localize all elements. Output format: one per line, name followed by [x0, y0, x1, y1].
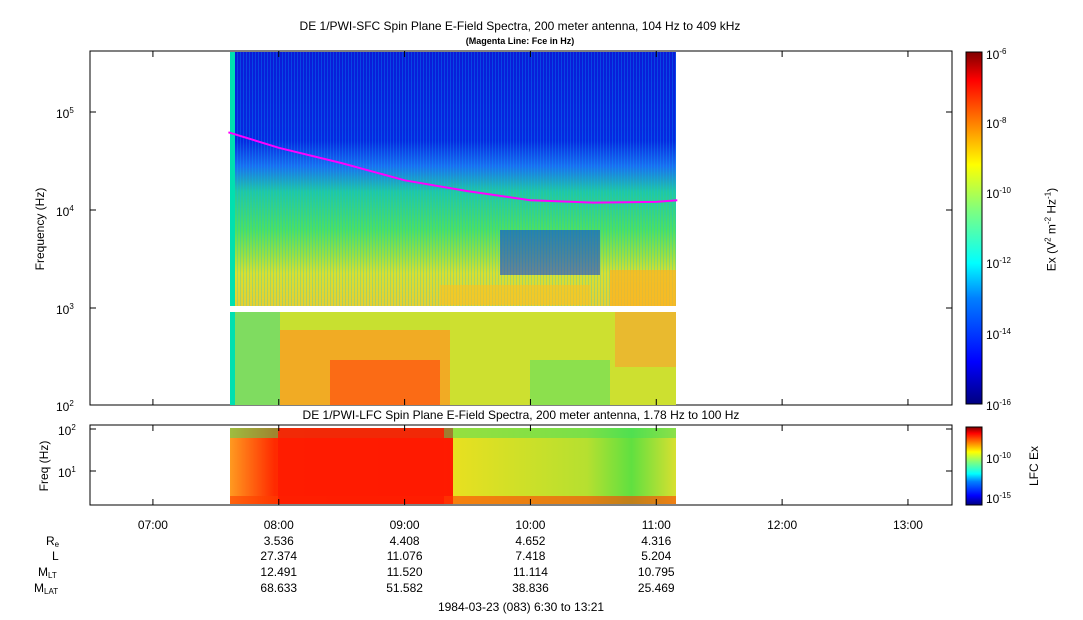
lfc-spectrogram	[230, 428, 676, 504]
ephem-label-l: L	[52, 549, 59, 563]
ephemeris-value: 7.418	[515, 549, 546, 563]
fce-line	[228, 131, 678, 204]
lfc-colorbar	[965, 426, 983, 506]
x-tick-label: 07:00	[137, 518, 168, 532]
ephem-label-re: Re	[46, 534, 60, 549]
lfc-cbar-tick-1e-15: 10-15	[986, 491, 1011, 506]
x-tick-label: 10:00	[515, 518, 546, 532]
ephemeris-value: 27.374	[260, 549, 298, 563]
ephemeris-value: 11.520	[386, 565, 423, 579]
ephemeris-value: 3.536	[263, 534, 294, 548]
ephemeris-value: 38.836	[512, 581, 549, 595]
lfc-y-label: Freq (Hz)	[37, 440, 51, 492]
cbar-tick-1e-10: 10-10	[986, 186, 1011, 201]
x-axis-ticks	[152, 51, 909, 505]
ephemeris-value: 25.469	[637, 581, 675, 595]
cbar-tick-1e-14: 10-14	[986, 327, 1011, 342]
sfc-colorbar	[965, 51, 983, 405]
sfc-spectrogram	[230, 52, 676, 405]
sfc-ytick-1e4: 104	[56, 204, 74, 219]
chart-subtitle: (Magenta Line: Fce in Hz)	[465, 36, 575, 46]
ephemeris-value: 51.582	[386, 581, 423, 595]
lfc-ytick-1e2: 102	[58, 423, 76, 438]
ephemeris-value: 68.633	[260, 581, 298, 595]
ephemeris-value: 5.204	[641, 549, 672, 563]
lfc-ytick-1e1: 101	[58, 465, 76, 480]
ephem-label-mlat: MLAT	[34, 581, 59, 596]
x-tick-label: 11:00	[641, 518, 671, 532]
x-tick-label: 13:00	[892, 518, 923, 532]
sfc-ytick-1e2: 102	[56, 399, 74, 414]
ephemeris-value: 11.076	[386, 549, 423, 563]
cbar-tick-1e-16: 10-16	[986, 398, 1011, 413]
lfc-y-axis	[90, 428, 952, 472]
sfc-colorbar-label: Ex (V2 m-2 Hz-1)	[1043, 187, 1059, 272]
cbar-tick-1e-8: 10-8	[986, 116, 1007, 131]
time-range-footer: 1984-03-23 (083) 6:30 to 13:21	[437, 600, 605, 614]
sfc-y-label: Frequency (Hz)	[33, 187, 47, 271]
ephemeris-value: 4.408	[389, 534, 420, 548]
lfc-colorbar-label: LFC Ex	[1027, 446, 1041, 487]
ephemeris-value: 11.114	[512, 565, 548, 579]
ephem-label-mlt: MLT	[38, 565, 57, 580]
x-tick-label: 12:00	[767, 518, 798, 532]
ephemeris-value: 4.316	[641, 534, 672, 548]
sfc-ytick-1e5: 105	[56, 106, 74, 121]
chart-title: DE 1/PWI-SFC Spin Plane E-Field Spectra,…	[299, 19, 741, 33]
ephemeris-value: 4.652	[515, 534, 546, 548]
ephemeris-value: 12.491	[260, 565, 298, 579]
lfc-title: DE 1/PWI-LFC Spin Plane E-Field Spectra,…	[302, 408, 740, 422]
cbar-tick-1e-6: 10-6	[986, 47, 1007, 62]
x-tick-label: 08:00	[263, 518, 294, 532]
sfc-ytick-1e3: 103	[56, 302, 74, 317]
ephemeris-value: 10.795	[637, 565, 675, 579]
cbar-tick-1e-12: 10-12	[986, 256, 1011, 271]
x-tick-label: 09:00	[389, 518, 420, 532]
lfc-cbar-tick-1e-10: 10-10	[986, 451, 1011, 466]
sfc-y-axis	[90, 111, 952, 406]
